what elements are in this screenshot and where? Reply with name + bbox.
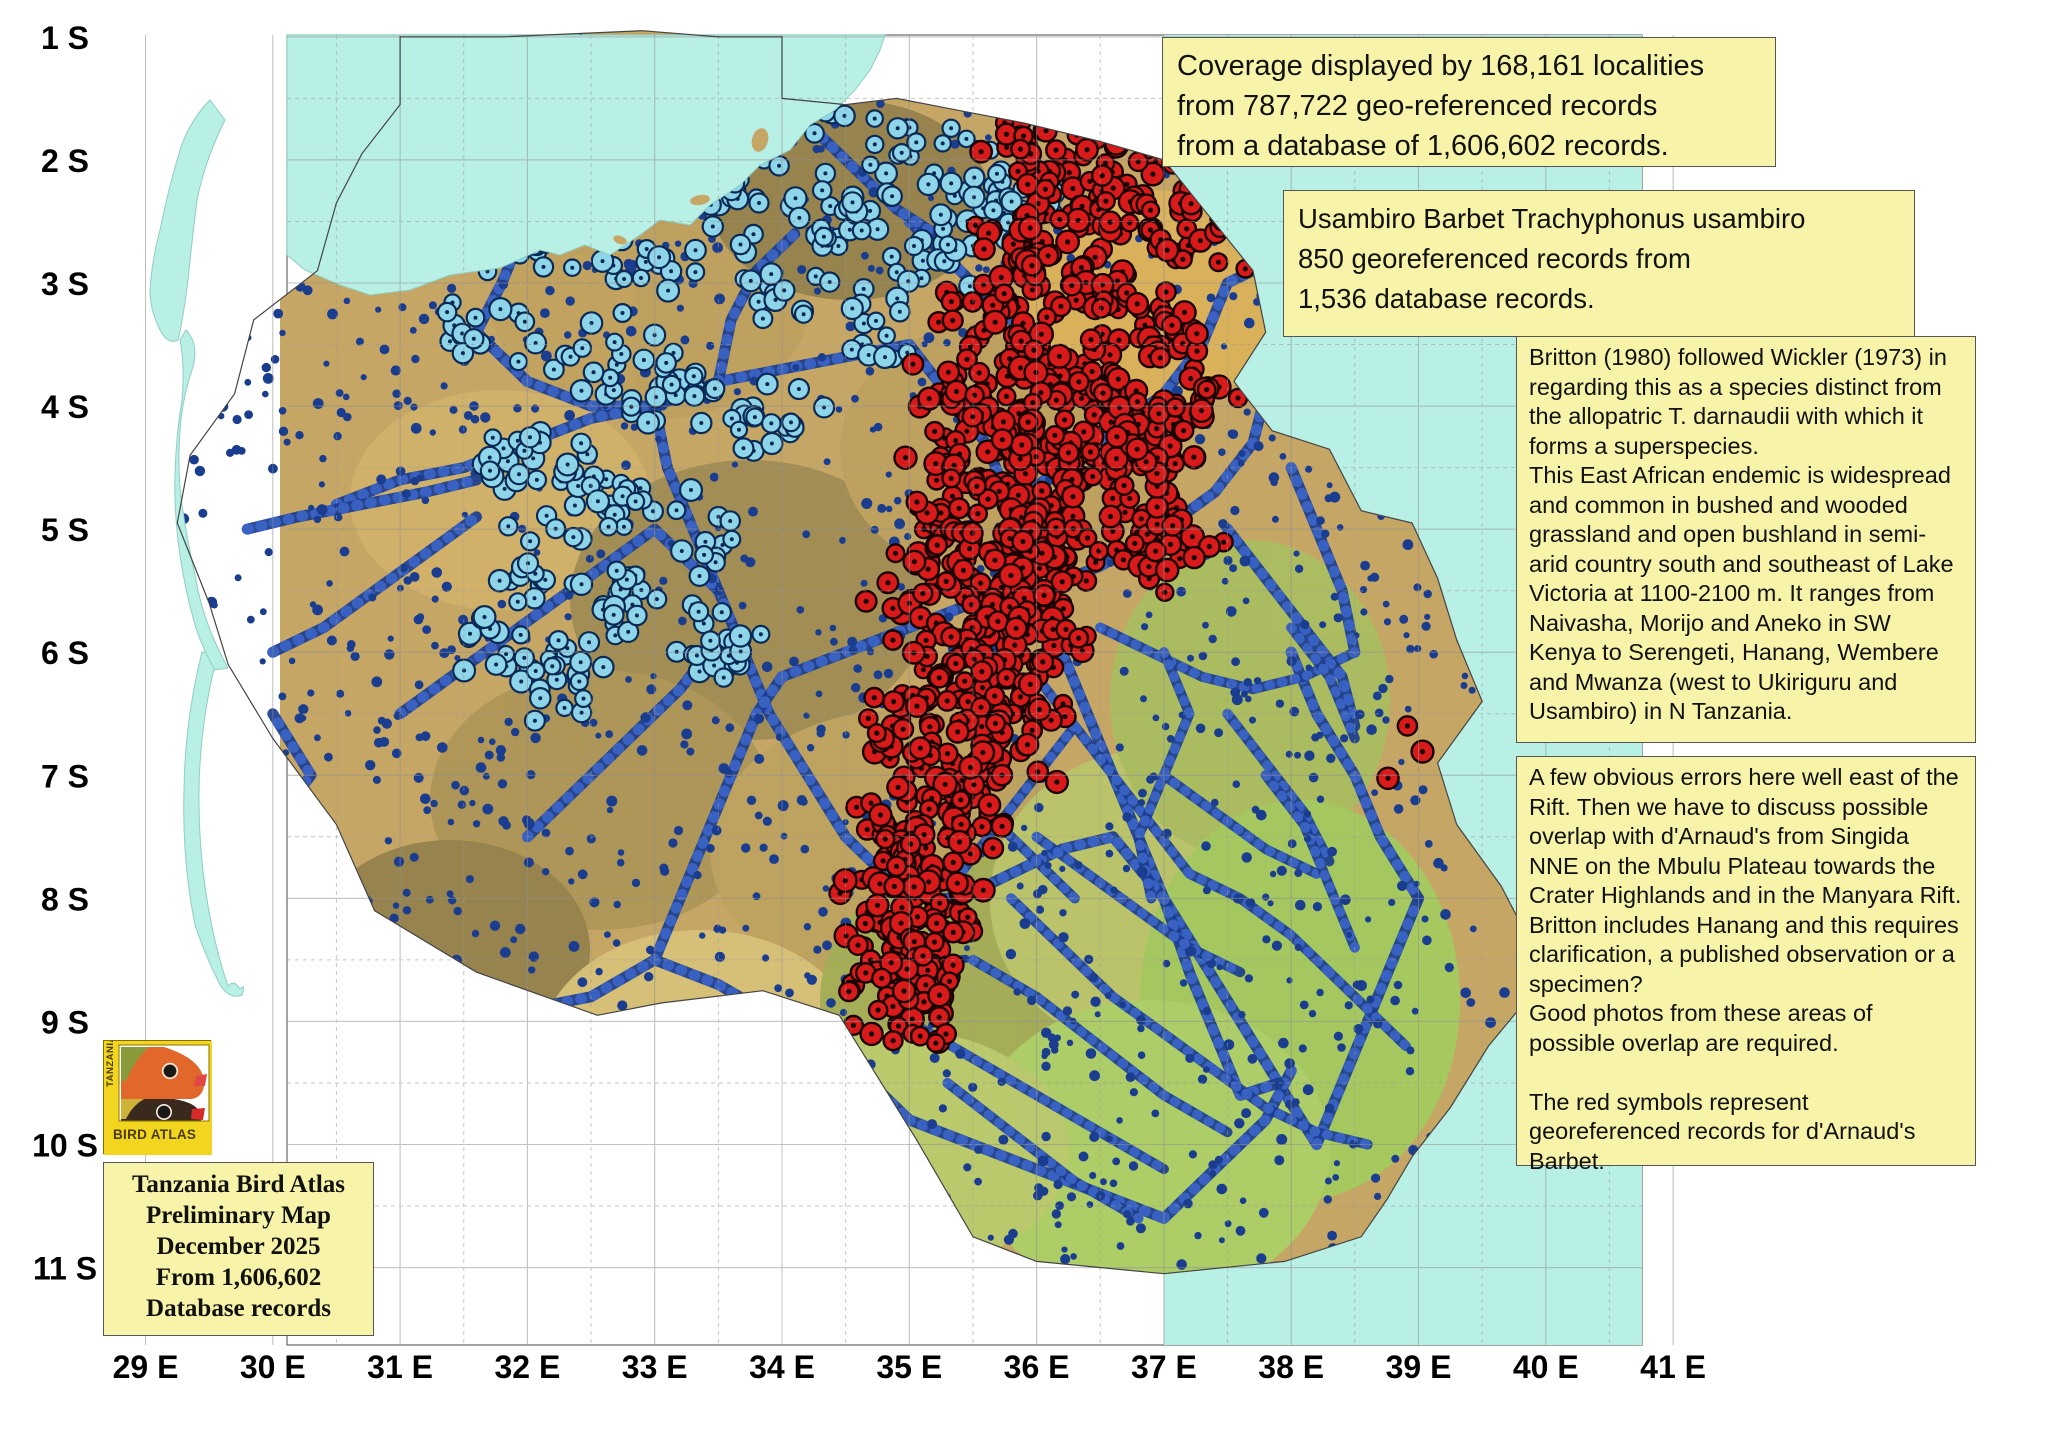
svg-text:8 S: 8 S (41, 881, 89, 917)
svg-text:6 S: 6 S (41, 635, 89, 671)
svg-text:40 E: 40 E (1513, 1349, 1579, 1385)
svg-text:1 S: 1 S (41, 20, 89, 56)
svg-text:39 E: 39 E (1386, 1349, 1452, 1385)
svg-text:37 E: 37 E (1131, 1349, 1197, 1385)
svg-text:30 E: 30 E (240, 1349, 306, 1385)
svg-text:3 S: 3 S (41, 266, 89, 302)
svg-text:9 S: 9 S (41, 1004, 89, 1040)
svg-text:11 S: 11 S (33, 1251, 97, 1287)
svg-text:BIRD ATLAS: BIRD ATLAS (113, 1127, 196, 1142)
svg-text:34 E: 34 E (749, 1349, 815, 1385)
svg-text:38 E: 38 E (1258, 1349, 1324, 1385)
svg-text:4 S: 4 S (41, 389, 89, 425)
svg-text:36 E: 36 E (1004, 1349, 1070, 1385)
svg-text:10 S: 10 S (32, 1128, 98, 1164)
svg-text:TANZANIA: TANZANIA (105, 1041, 116, 1087)
svg-text:31 E: 31 E (367, 1349, 433, 1385)
svg-text:41 E: 41 E (1640, 1349, 1706, 1385)
svg-text:32 E: 32 E (494, 1349, 560, 1385)
svg-text:33 E: 33 E (622, 1349, 688, 1385)
svg-text:2 S: 2 S (41, 143, 89, 179)
svg-text:5 S: 5 S (41, 512, 89, 548)
svg-text:35 E: 35 E (876, 1349, 942, 1385)
svg-text:29 E: 29 E (113, 1349, 179, 1385)
svg-text:7 S: 7 S (41, 758, 89, 794)
